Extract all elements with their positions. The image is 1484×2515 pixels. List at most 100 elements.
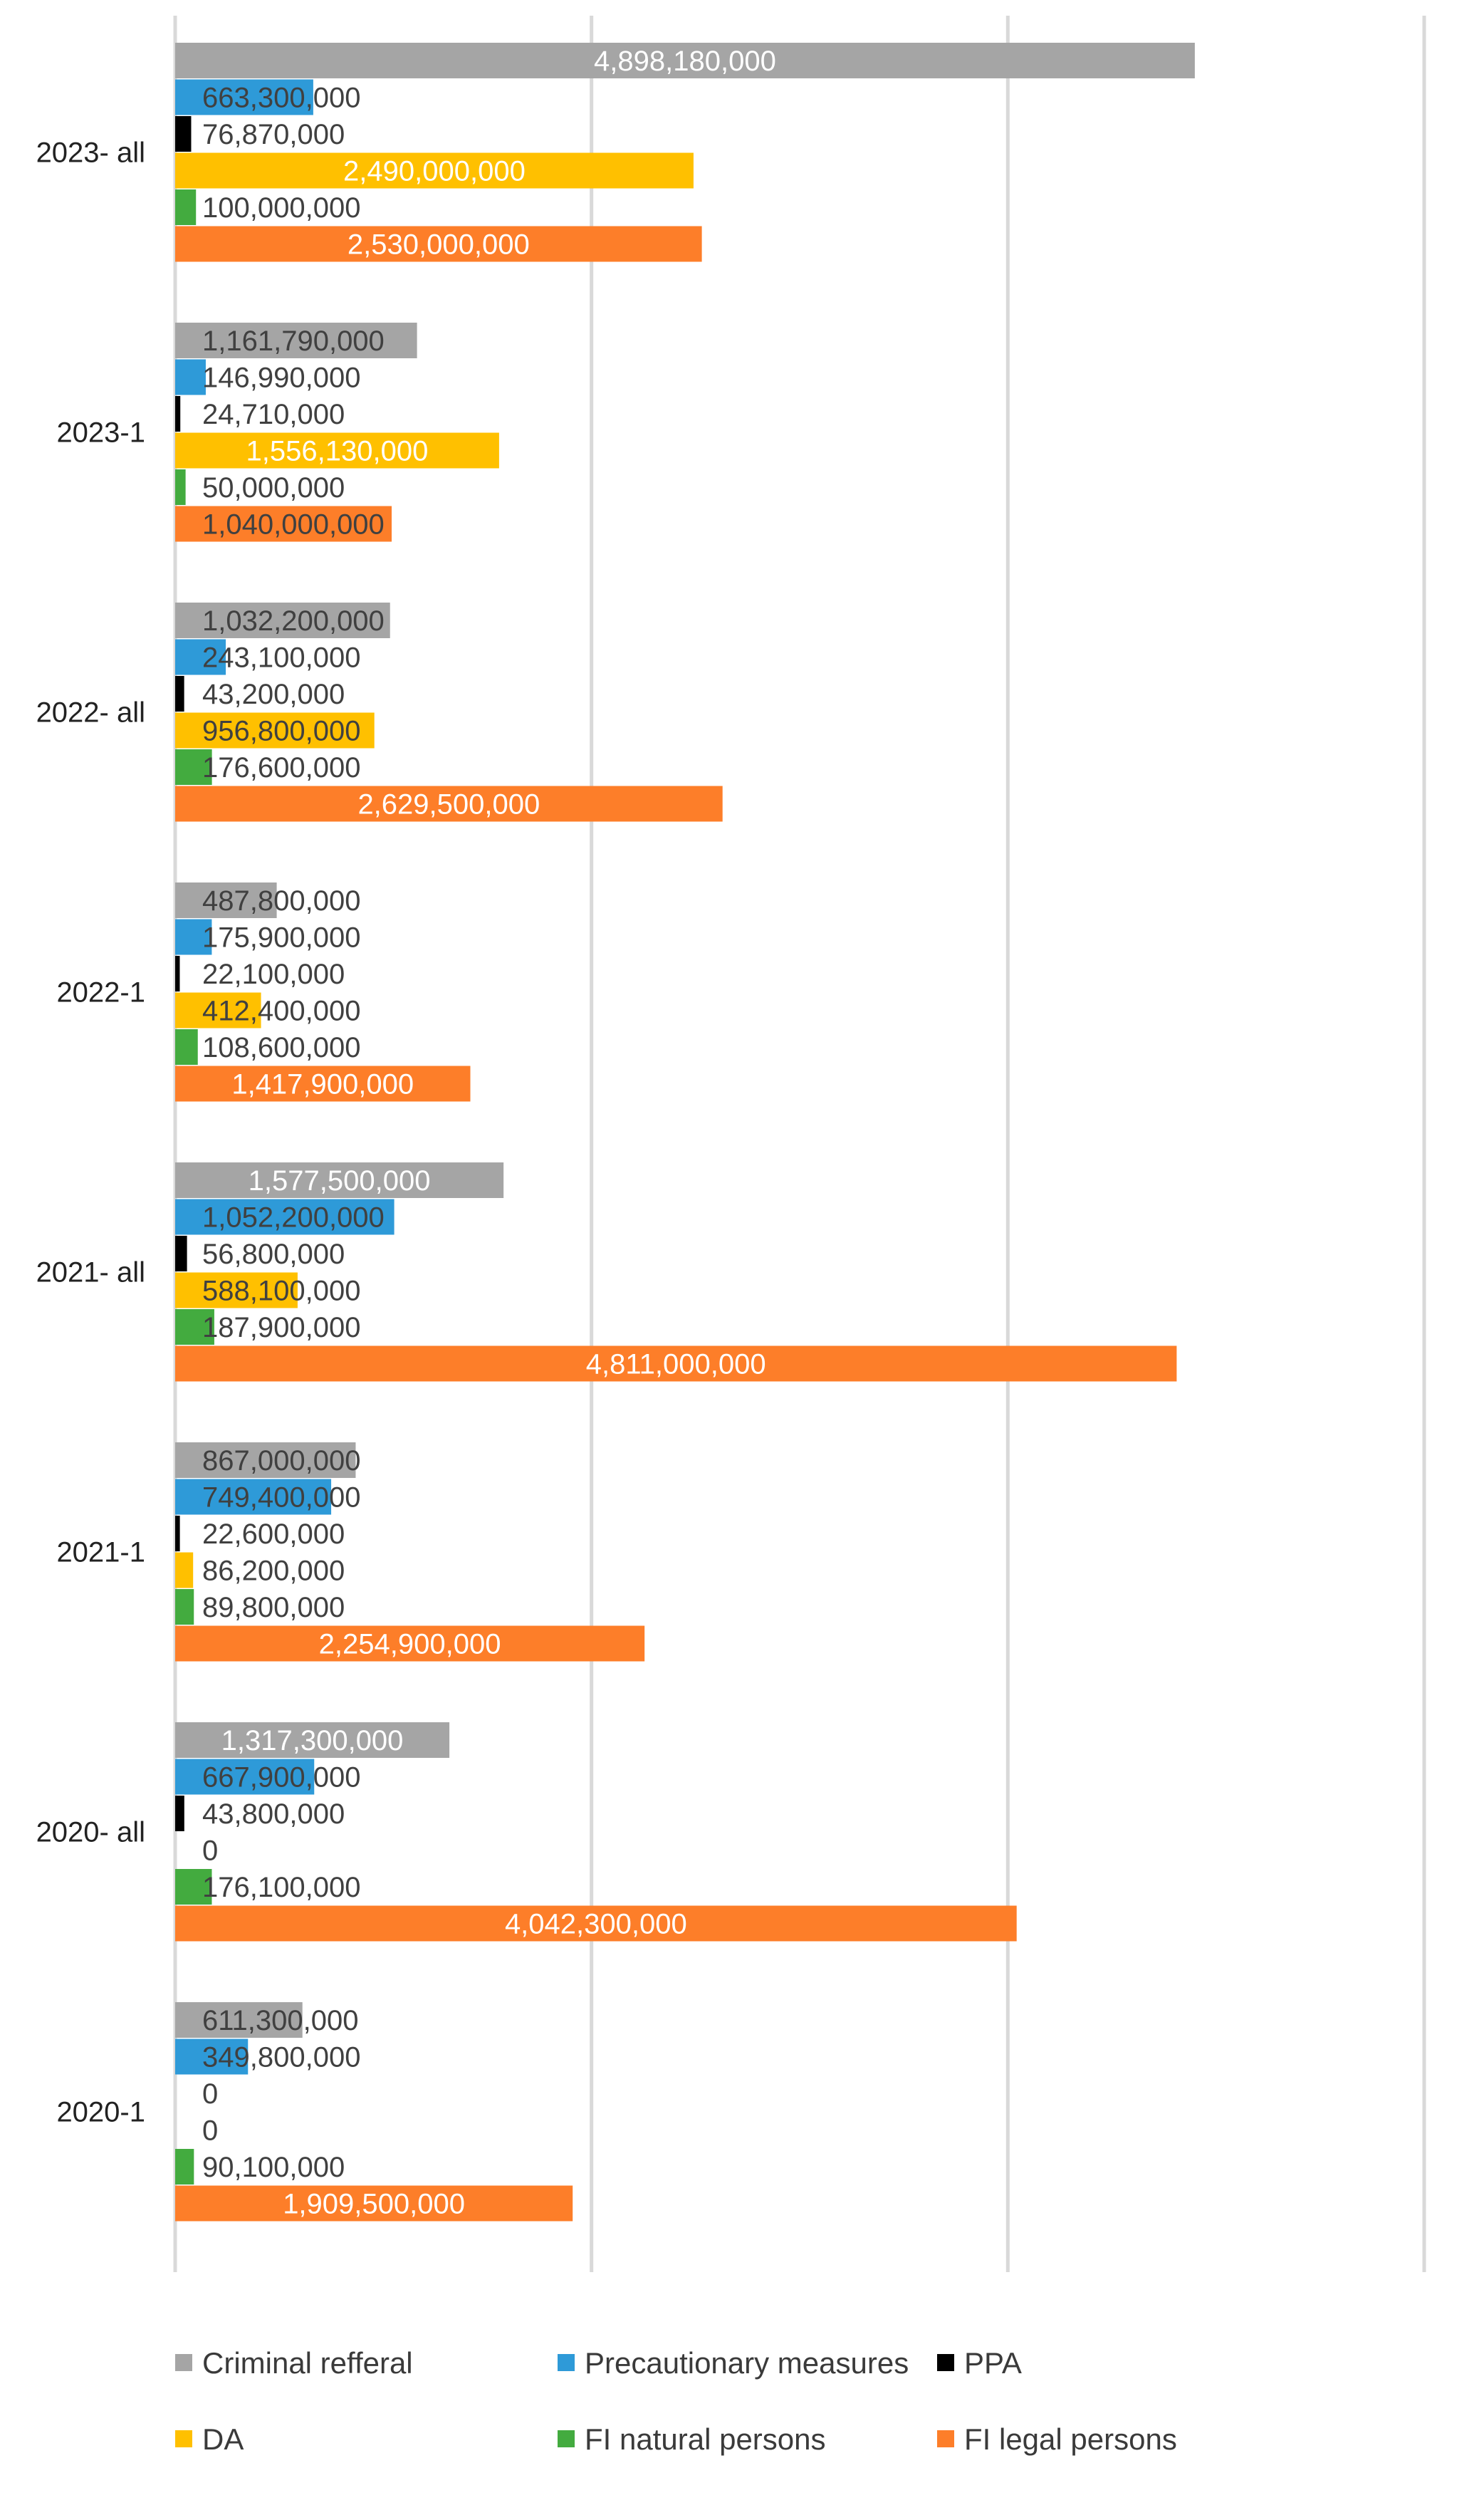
bar-precautionary-measures [175, 79, 313, 115]
bar-ppa [175, 1236, 187, 1271]
bar-fi-legal-persons [175, 506, 392, 542]
data-label-fi-legal-persons: 4,811,000,000 [586, 1349, 766, 1380]
bar-criminal-refferal [175, 1442, 356, 1478]
data-label-da: 86,200,000 [202, 1556, 345, 1587]
bar-criminal-refferal [175, 43, 1195, 78]
data-label-fi-legal-persons: 1,909,500,000 [283, 2189, 465, 2220]
data-label-fi-natural-persons: 100,000,000 [202, 192, 360, 224]
data-label-precautionary-measures: 663,300,000 [202, 83, 360, 114]
bar-fi-natural-persons [175, 1589, 194, 1625]
data-label-fi-legal-persons: 1,040,000,000 [202, 509, 385, 541]
data-label-criminal-refferal: 611,300,000 [202, 2005, 358, 2036]
bar-ppa [175, 956, 180, 991]
bar-precautionary-measures [175, 639, 226, 675]
category-label: 2020- all [36, 1817, 145, 1848]
bar-fi-natural-persons [175, 469, 186, 505]
category-label: 2023- all [36, 137, 145, 169]
data-label-fi-natural-persons: 108,600,000 [202, 1032, 360, 1063]
data-label-precautionary-measures: 146,990,000 [202, 363, 360, 394]
bar-precautionary-measures [175, 1479, 332, 1515]
data-label-fi-natural-persons: 176,600,000 [202, 752, 360, 783]
bar-precautionary-measures [175, 919, 212, 955]
data-label-ppa: 76,870,000 [202, 119, 345, 150]
data-label-criminal-refferal: 1,317,300,000 [221, 1725, 404, 1756]
bar-fi-natural-persons [175, 1869, 212, 1905]
bar-precautionary-measures [175, 1759, 315, 1795]
category-labels: 2023- all 2023-1 2022- all 2022-1 2021- all 2… [36, 137, 145, 2128]
data-label-fi-legal-persons: 2,530,000,000 [348, 229, 530, 261]
bar-ppa [175, 1516, 180, 1551]
legend-label-fi-legal-persons: FI legal persons [964, 2422, 1177, 2456]
data-label-fi-natural-persons: 176,100,000 [202, 1872, 360, 1903]
data-label-ppa: 22,600,000 [202, 1519, 345, 1550]
data-label-da: 412,400,000 [202, 996, 360, 1027]
data-label-ppa: 22,100,000 [202, 959, 345, 990]
data-label-precautionary-measures: 175,900,000 [202, 922, 360, 954]
bar-fi-natural-persons [175, 1309, 214, 1345]
data-label-fi-natural-persons: 50,000,000 [202, 472, 345, 504]
data-label-criminal-refferal: 1,032,200,000 [202, 605, 385, 637]
data-label-fi-legal-persons: 2,254,900,000 [319, 1629, 501, 1660]
data-label-fi-legal-persons: 4,042,300,000 [505, 1909, 687, 1940]
bar-precautionary-measures [175, 359, 206, 395]
bar-da [175, 1272, 298, 1308]
data-label-criminal-refferal: 867,000,000 [202, 1445, 360, 1477]
legend-swatch-da [175, 2430, 192, 2447]
data-label-precautionary-measures: 243,100,000 [202, 642, 360, 674]
legend-label-da: DA [202, 2422, 244, 2456]
bar-criminal-refferal [175, 2002, 303, 2038]
legend-swatch-fi-legal-persons [937, 2430, 954, 2447]
data-label-ppa: 43,200,000 [202, 679, 345, 710]
data-label-da: 2,490,000,000 [343, 156, 526, 187]
bar-fi-natural-persons [175, 189, 197, 225]
data-label-precautionary-measures: 349,800,000 [202, 2042, 360, 2073]
bar-fi-natural-persons [175, 749, 212, 785]
data-label-fi-legal-persons: 1,417,900,000 [231, 1069, 414, 1100]
data-label-precautionary-measures: 1,052,200,000 [202, 1202, 385, 1234]
bar-fi-legal-persons [175, 226, 702, 262]
bar-criminal-refferal [175, 882, 277, 918]
data-label-da: 588,100,000 [202, 1276, 360, 1307]
bar-fi-legal-persons [175, 1345, 1177, 1382]
bar-ppa [175, 396, 181, 432]
bar-fi-legal-persons [175, 2185, 573, 2222]
bar-fi-legal-persons [175, 1905, 1017, 1942]
data-label-precautionary-measures: 667,900,000 [202, 1762, 360, 1793]
legend: Criminal refferal Precautionary measures P… [175, 2346, 1177, 2456]
bar-da [175, 432, 499, 469]
data-label-fi-natural-persons: 89,800,000 [202, 1592, 345, 1623]
legend-swatch-ppa [937, 2354, 954, 2371]
data-labels: 4,898,180,000 663,300,000 76,870,000 2,490,… [202, 46, 776, 2220]
bars [175, 43, 1195, 2222]
bar-fi-natural-persons [175, 1029, 198, 1065]
legend-label-fi-natural-persons: FI natural persons [585, 2422, 826, 2456]
bar-da [175, 712, 375, 749]
data-label-criminal-refferal: 1,161,790,000 [202, 326, 385, 357]
bar-da [175, 1552, 194, 1588]
category-label: 2022-1 [56, 977, 145, 1009]
legend-swatch-criminal-refferal [175, 2354, 192, 2371]
data-label-criminal-refferal: 487,800,000 [202, 885, 360, 917]
bar-criminal-refferal [175, 323, 417, 358]
bar-fi-legal-persons [175, 1625, 645, 1662]
legend-label-precautionary-measures: Precautionary measures [585, 2346, 909, 2380]
bar-da [175, 152, 694, 189]
bar-ppa [175, 676, 184, 712]
data-label-ppa: 24,710,000 [202, 399, 345, 430]
data-label-da: 956,800,000 [202, 716, 360, 747]
bar-ppa [175, 116, 192, 152]
legend-label-criminal-refferal: Criminal refferal [202, 2346, 413, 2380]
data-label-da: 0 [202, 2115, 218, 2147]
bar-fi-natural-persons [175, 2149, 194, 2185]
data-label-ppa: 0 [202, 2078, 218, 2110]
data-label-criminal-refferal: 1,577,500,000 [249, 1165, 431, 1197]
data-label-da: 0 [202, 1836, 218, 1867]
bar-criminal-refferal [175, 603, 390, 638]
legend-label-ppa: PPA [964, 2346, 1022, 2380]
bar-criminal-refferal [175, 1722, 450, 1758]
data-label-fi-legal-persons: 2,629,500,000 [357, 789, 540, 821]
bar-fi-legal-persons [175, 1066, 471, 1102]
category-label: 2022- all [36, 697, 145, 729]
